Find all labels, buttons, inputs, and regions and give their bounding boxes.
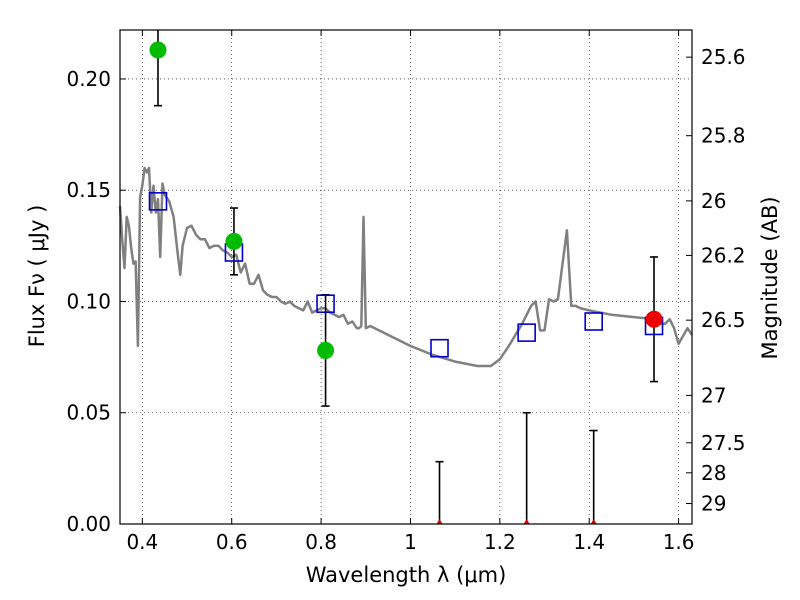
y-tick-label: 0.15 [66,178,111,202]
right-tick-label: 26.5 [701,308,746,332]
upper-limit-marker [436,519,443,524]
model-photometry-square [517,323,536,342]
model-photometry-square [584,312,603,331]
x-tick-label: 1.6 [663,530,695,554]
right-tick-label: 27.5 [701,431,746,455]
right-tick-label: 28 [701,461,726,485]
model-spectrum-line [118,166,694,368]
plot-frame [119,29,693,525]
upper-limit-marker [523,519,530,524]
x-tick-label: 1.2 [484,530,516,554]
axis-ticks: 0.4 0.6 0.8 1 1.2 1.4 1.6 0.00 0.05 0.10 0.15 0.20 2… [66,30,746,554]
green-data-point [225,232,243,250]
model-photometry-square [316,294,335,314]
right-tick-label: 26 [701,189,726,213]
upper-limit-marker [590,519,597,524]
right-axis-title: Magnitude (AB) [758,196,782,359]
data-markers [148,41,664,524]
y-tick-label: 0.10 [66,289,111,313]
right-tick-label: 27 [701,383,726,407]
right-tick-label: 29 [701,492,726,516]
right-tick-label: 25.6 [701,45,746,69]
y-tick-label: 0.05 [66,401,111,425]
x-tick-label: 0.4 [126,530,158,554]
green-data-point [149,41,167,59]
x-tick-label: 1 [404,530,417,554]
y-axis-title: Flux Fν ( μJy ) [25,205,49,348]
model-photometry-square [430,338,449,358]
x-tick-label: 1.4 [573,530,605,554]
x-axis-title: Wavelength λ (μm) [306,563,507,587]
right-tick-label: 26.2 [701,243,746,267]
model-spectrum [118,166,694,368]
red-data-point [645,310,663,328]
model-photometry-square [148,192,168,211]
y-tick-label: 0.20 [66,67,111,91]
x-tick-label: 0.8 [305,530,337,554]
y-tick-label: 0.00 [66,512,111,536]
right-tick-label: 25.8 [701,124,746,148]
green-data-point [317,341,335,359]
x-tick-label: 0.6 [216,530,248,554]
